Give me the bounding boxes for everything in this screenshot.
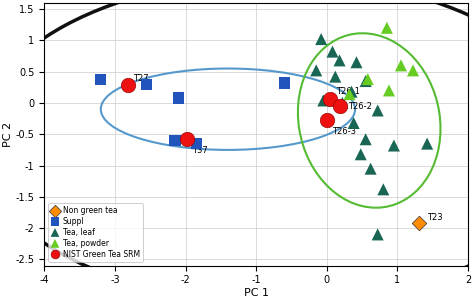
Tea, leaf	[348, 89, 356, 94]
Suppl	[97, 77, 105, 82]
Tea, powder	[397, 63, 405, 68]
Tea, leaf	[331, 74, 339, 79]
Tea, leaf	[357, 152, 365, 157]
Suppl	[281, 80, 288, 85]
Tea, leaf	[353, 60, 360, 65]
NIST Green Tea SRM	[323, 118, 331, 123]
Tea, leaf	[374, 232, 382, 237]
Text: T37: T37	[189, 141, 208, 155]
Tea, powder	[385, 88, 393, 93]
Tea, leaf	[318, 37, 325, 42]
Tea, leaf	[390, 143, 398, 148]
Tea, leaf	[312, 68, 320, 73]
Text: T26-2: T26-2	[342, 102, 372, 111]
Tea, powder	[409, 68, 417, 73]
NIST Green Tea SRM	[327, 97, 334, 102]
X-axis label: PC 1: PC 1	[244, 288, 269, 298]
Tea, powder	[383, 25, 391, 30]
Tea, leaf	[423, 141, 431, 146]
Suppl	[171, 138, 179, 143]
Non green tea	[415, 221, 422, 225]
Tea, powder	[346, 92, 353, 97]
Tea, leaf	[374, 108, 382, 113]
Suppl	[143, 82, 150, 87]
Tea, leaf	[362, 137, 369, 142]
Suppl	[192, 141, 200, 146]
Tea, leaf	[350, 121, 357, 126]
Tea, leaf	[362, 79, 369, 83]
Tea, leaf	[328, 49, 336, 54]
Tea, leaf	[336, 58, 343, 63]
NIST Green Tea SRM	[124, 83, 131, 88]
Suppl	[175, 95, 182, 100]
Tea, powder	[364, 77, 372, 82]
Text: T23: T23	[421, 213, 443, 222]
NIST Green Tea SRM	[336, 104, 343, 108]
Y-axis label: PC 2: PC 2	[3, 122, 13, 147]
Tea, leaf	[380, 187, 387, 192]
Text: T27: T27	[128, 74, 149, 85]
Tea, leaf	[338, 101, 346, 105]
Tea, leaf	[319, 98, 327, 103]
Tea, leaf	[367, 166, 374, 171]
Text: T26-3: T26-3	[329, 122, 356, 136]
Text: T26-1: T26-1	[330, 87, 360, 99]
NIST Green Tea SRM	[183, 137, 191, 142]
Legend: Non green tea, Suppl, Tea, leaf, Tea, powder, NIST Green Tea SRM: Non green tea, Suppl, Tea, leaf, Tea, po…	[48, 203, 143, 262]
